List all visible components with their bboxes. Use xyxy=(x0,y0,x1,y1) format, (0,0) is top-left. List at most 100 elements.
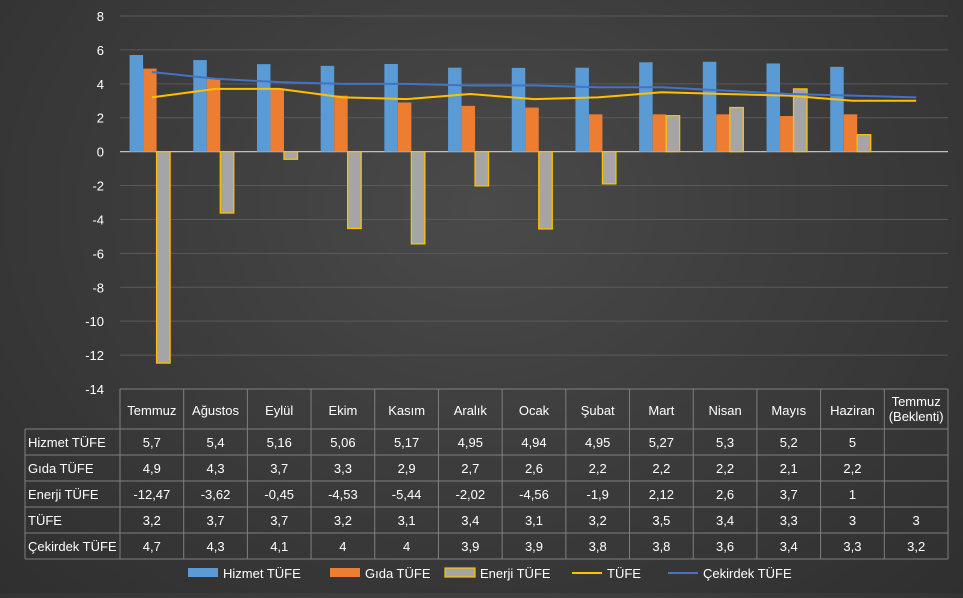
bar-hizmet-t-fe xyxy=(830,66,844,152)
table-cell: 3,5 xyxy=(652,513,670,528)
table-cell: 2,7 xyxy=(461,461,479,476)
y-tick-label: 6 xyxy=(97,43,104,58)
x-tick-label: Eylül xyxy=(265,403,293,418)
table-cell: -12,47 xyxy=(133,487,170,502)
x-tick-label: Temmuz xyxy=(127,403,176,418)
table-cell: 2,6 xyxy=(716,487,734,502)
table-cell: 3,8 xyxy=(589,539,607,554)
bar-g-da-t-fe xyxy=(843,114,858,152)
legend-label: Enerji TÜFE xyxy=(480,566,551,581)
table-cell: 4,3 xyxy=(206,539,224,554)
table-cell: 3,7 xyxy=(206,513,224,528)
table-cell: 2,1 xyxy=(780,461,798,476)
bar-enerji-t-fe xyxy=(792,88,808,153)
bar-hizmet-t-fe xyxy=(384,63,398,152)
bar-g-da-t-fe xyxy=(588,114,603,152)
line--ekirdek-t-fe xyxy=(151,70,917,99)
table-cell: 3,1 xyxy=(398,513,416,528)
table-cell: 5,27 xyxy=(649,435,674,450)
table-cell: -0,45 xyxy=(264,487,294,502)
table-cell: 3,2 xyxy=(589,513,607,528)
bar-hizmet-t-fe xyxy=(702,61,717,152)
table-cell: 2,9 xyxy=(398,461,416,476)
legend-swatch xyxy=(330,568,360,577)
bar-enerji-t-fe xyxy=(219,150,235,214)
x-tick-label: Kasım xyxy=(388,403,425,418)
y-tick-label: -10 xyxy=(85,314,104,329)
table-cell: 3,4 xyxy=(461,513,479,528)
table-cell: 4 xyxy=(339,539,346,554)
table-cell: 4,9 xyxy=(143,461,161,476)
table-cell: 5,7 xyxy=(143,435,161,450)
table-series-label: Çekirdek TÜFE xyxy=(28,539,117,554)
legend-swatch xyxy=(444,567,476,578)
bar-enerji-t-fe xyxy=(856,134,872,153)
table-cell: 5,16 xyxy=(267,435,292,450)
table-cell: 5,06 xyxy=(330,435,355,450)
table-cell: 2,12 xyxy=(649,487,674,502)
y-tick-label: 0 xyxy=(97,145,104,160)
bar-g-da-t-fe xyxy=(461,105,476,152)
table-cell: 3,4 xyxy=(780,539,798,554)
line-t-fe xyxy=(151,87,917,102)
x-tick-label: Temmuz xyxy=(892,394,941,409)
bar-hizmet-t-fe xyxy=(448,67,462,152)
table-cell: 3,9 xyxy=(461,539,479,554)
bar-enerji-t-fe xyxy=(538,150,553,230)
bar-g-da-t-fe xyxy=(397,102,412,152)
table-cell: 3,3 xyxy=(843,539,861,554)
bar-enerji-t-fe xyxy=(665,115,681,153)
table-series-label: Hizmet TÜFE xyxy=(28,435,106,450)
y-tick-label: -12 xyxy=(85,348,104,363)
bar-hizmet-t-fe xyxy=(129,54,144,152)
table-cell: 3,3 xyxy=(780,513,798,528)
table-cell: -3,62 xyxy=(201,487,231,502)
table-cell: 5,3 xyxy=(716,435,734,450)
bar-g-da-t-fe xyxy=(206,78,221,152)
table-series-label: Enerji TÜFE xyxy=(28,487,99,502)
table-cell: 2,6 xyxy=(525,461,543,476)
x-tick-label: Haziran xyxy=(830,403,875,418)
x-tick-label: Şubat xyxy=(581,403,615,418)
bar-g-da-t-fe xyxy=(270,88,284,152)
table-cell: 2,2 xyxy=(716,461,734,476)
table-cell: 4,1 xyxy=(270,539,288,554)
table-cell: 2,2 xyxy=(843,461,861,476)
table-cell: 3,9 xyxy=(525,539,543,554)
table-cell: 3 xyxy=(913,513,920,528)
table-cell: 2,2 xyxy=(652,461,670,476)
y-tick-label: -14 xyxy=(85,382,104,397)
y-tick-label: -2 xyxy=(92,179,104,194)
table-cell: 3,6 xyxy=(716,539,734,554)
legend-label: Hizmet TÜFE xyxy=(223,566,301,581)
table-cell: 5 xyxy=(849,435,856,450)
table-cell: 2,2 xyxy=(589,461,607,476)
table-cell: 5,4 xyxy=(206,435,224,450)
x-tick-label: Nisan xyxy=(708,403,741,418)
table-cell: -1,9 xyxy=(586,487,608,502)
legend-label: Gıda TÜFE xyxy=(365,566,431,581)
x-tick-label: Ocak xyxy=(519,403,550,418)
table-cell: 3,2 xyxy=(334,513,352,528)
table-cell: -5,44 xyxy=(392,487,422,502)
table-cell: -4,53 xyxy=(328,487,358,502)
bar-hizmet-t-fe xyxy=(575,67,589,152)
bar-g-da-t-fe xyxy=(525,107,539,152)
bar-hizmet-t-fe xyxy=(511,67,526,152)
x-tick-label: Mart xyxy=(648,403,674,418)
x-tick-label: Aralık xyxy=(454,403,488,418)
table-cell: 3,7 xyxy=(270,513,288,528)
bar-g-da-t-fe xyxy=(716,114,730,152)
table-series-label: Gıda TÜFE xyxy=(28,461,94,476)
bar-hizmet-t-fe xyxy=(256,64,271,152)
y-tick-label: 8 xyxy=(97,9,104,24)
bar-g-da-t-fe xyxy=(143,68,157,152)
y-tick-label: 2 xyxy=(97,111,104,126)
legend-label: TÜFE xyxy=(607,566,641,581)
y-tick-label: -8 xyxy=(92,280,104,295)
bar-enerji-t-fe xyxy=(283,150,299,160)
table-cell: -2,02 xyxy=(455,487,485,502)
table-cell: 4 xyxy=(403,539,410,554)
table-cell: -4,56 xyxy=(519,487,549,502)
